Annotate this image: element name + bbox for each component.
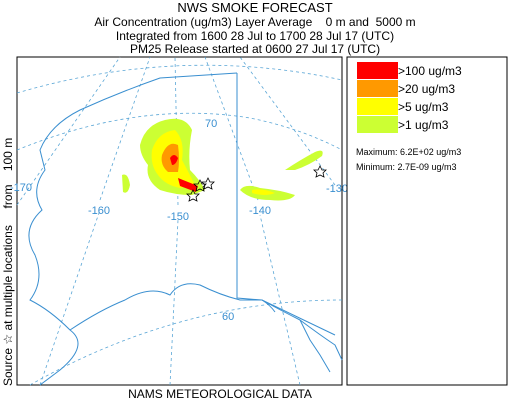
subtitle: Air Concentration (ug/m3) Layer Average … — [94, 15, 415, 29]
grid-label: -150 — [167, 211, 189, 223]
maximum: Maximum: 6.2E+02 ug/m3 — [356, 147, 461, 157]
legend-frame — [346, 56, 508, 386]
smoke-plumes — [122, 118, 323, 201]
grid-labels: 70 -170 -160 -150 -140 -130 60 — [10, 118, 348, 323]
legend-label: >5 ug/m3 — [398, 100, 449, 114]
legend-label: >20 ug/m3 — [398, 82, 455, 96]
coastline — [28, 72, 343, 386]
grid-label: -160 — [88, 205, 110, 217]
subtitle: Integrated from 1600 28 Jul to 1700 28 J… — [116, 29, 394, 43]
side-label: Source ☆ at multiple locations from 100 … — [1, 138, 15, 386]
minimum: Minimum: 2.7E-09 ug/m3 — [356, 162, 457, 172]
grid-label: -170 — [10, 182, 32, 194]
legend-label: >100 ug/m3 — [398, 64, 462, 78]
grid-label: -140 — [249, 205, 271, 217]
grid-label: 60 — [222, 311, 234, 323]
source-markers — [186, 165, 327, 202]
title: NWS SMOKE FORECAST — [177, 0, 332, 15]
map-frame — [16, 56, 343, 386]
legend-swatch — [357, 98, 398, 115]
grid-label: 70 — [205, 118, 217, 130]
legend-swatch — [357, 80, 398, 97]
legend-swatch — [357, 62, 398, 79]
subtitle: PM25 Release started at 0600 27 Jul 17 (… — [130, 42, 380, 56]
grid-label: -130 — [326, 183, 348, 195]
footer: NAMS METEOROLOGICAL DATA — [128, 387, 312, 401]
legend-label: >1 ug/m3 — [398, 118, 449, 132]
legend-swatch — [357, 116, 398, 133]
legend: >100 ug/m3 >20 ug/m3 >5 ug/m3 >1 ug/m3 — [357, 62, 462, 133]
